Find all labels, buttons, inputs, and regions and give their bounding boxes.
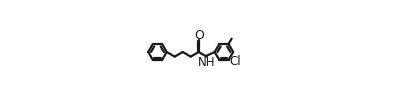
Text: O: O xyxy=(194,29,204,42)
Text: NH: NH xyxy=(198,56,215,69)
Text: Cl: Cl xyxy=(230,54,241,67)
